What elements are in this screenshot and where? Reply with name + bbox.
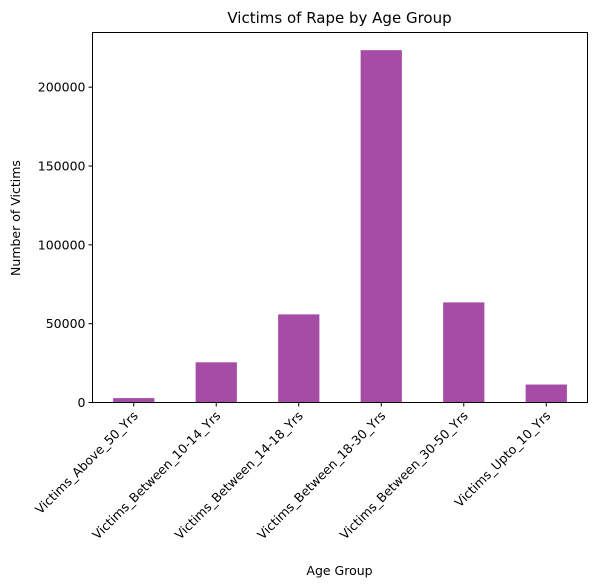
y-tick-label: 100000 (38, 237, 86, 252)
x-tick-label: Victims_Upto_10_Yrs (451, 408, 553, 510)
bar-victims-between-18-30-yrs (360, 50, 402, 403)
y-tick-label: 0 (78, 395, 86, 410)
y-axis-label: Number of Victims (8, 160, 23, 276)
bar-victims-above-50-yrs (113, 398, 155, 403)
bars-group (113, 50, 567, 403)
y-tick-label: 200000 (38, 80, 86, 95)
x-axis-label: Age Group (306, 563, 372, 578)
x-axis-ticks: Victims_Above_50_YrsVictims_Between_10-1… (32, 402, 553, 542)
bar-victims-between-14-18-yrs (278, 314, 320, 403)
bar-victims-between-30-50-yrs (443, 302, 485, 403)
chart-title: Victims of Rape by Age Group (227, 9, 451, 27)
bar-victims-between-10-14-yrs (195, 362, 237, 403)
y-tick-label: 150000 (38, 159, 86, 174)
bar-victims-upto-10-yrs (525, 384, 567, 403)
y-axis-ticks: 0 50000 100000 150000 200000 (38, 80, 93, 410)
y-tick-label: 50000 (46, 316, 86, 331)
plot-frame (92, 32, 588, 403)
